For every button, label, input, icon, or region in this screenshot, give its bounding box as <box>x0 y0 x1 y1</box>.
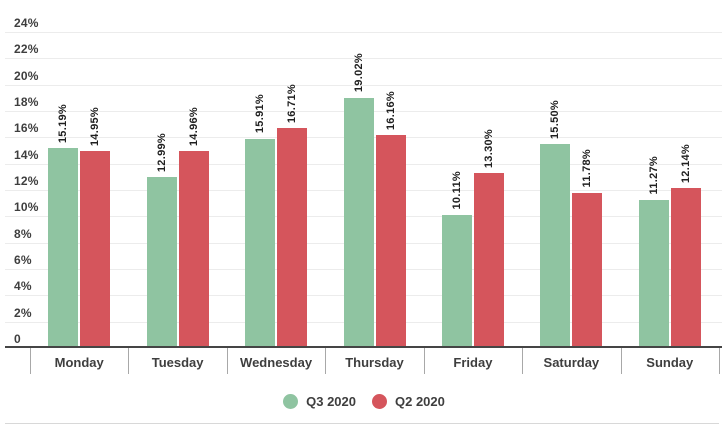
legend-item-q2-2020[interactable]: Q2 2020 <box>372 393 445 409</box>
x-axis-label-tuesday: Tuesday <box>151 355 204 370</box>
bar-q2-2020-wednesday[interactable] <box>277 127 308 348</box>
legend: Q3 2020 Q2 2020 <box>0 392 728 410</box>
bar-q3-2020-saturday[interactable] <box>540 143 571 348</box>
x-axis-tick <box>620 348 622 374</box>
x-axis-label-monday: Monday <box>54 355 104 370</box>
bar-value-label-q3-2020-saturday: 15.50% <box>549 99 562 139</box>
bar-value-label-q2-2020-wednesday: 16.71% <box>286 83 299 123</box>
bar-q2-2020-sunday[interactable] <box>670 188 701 348</box>
x-axis-tick <box>128 348 130 374</box>
y-axis-label-8: 8% <box>14 226 32 241</box>
x-axis-tick <box>226 348 228 374</box>
bar-q2-2020-saturday[interactable] <box>572 192 603 348</box>
x-axis-line <box>5 346 722 348</box>
y-axis-label-20: 20% <box>14 68 39 83</box>
legend-item-q3-2020[interactable]: Q3 2020 <box>283 393 356 409</box>
legend-label: Q2 2020 <box>395 393 445 409</box>
y-axis-label-10: 10% <box>14 200 39 215</box>
bar-q3-2020-monday[interactable] <box>48 147 79 348</box>
bar-q3-2020-sunday[interactable] <box>638 199 669 348</box>
x-axis-tick <box>522 348 524 374</box>
y-axis-label-16: 16% <box>14 121 39 136</box>
y-axis-label-18: 18% <box>14 94 39 109</box>
bar-value-label-q2-2020-saturday: 11.78% <box>581 149 594 188</box>
x-axis-tick <box>719 348 720 374</box>
y-axis-label-4: 4% <box>14 279 32 294</box>
gridline-22pct <box>5 58 722 60</box>
bottom-divider <box>5 423 719 424</box>
bar-value-label-q3-2020-friday: 10.11% <box>450 171 463 210</box>
legend-marker-circle-q3 <box>283 393 299 409</box>
bar-q2-2020-tuesday[interactable] <box>178 151 209 348</box>
bar-q2-2020-friday[interactable] <box>473 172 504 348</box>
bar-value-label-q2-2020-monday: 14.95% <box>89 107 102 147</box>
gridline-20pct <box>5 84 722 86</box>
y-axis-label-22: 22% <box>14 42 39 57</box>
gridline-24pct <box>5 31 722 33</box>
bar-value-label-q3-2020-tuesday: 12.99% <box>155 132 168 172</box>
bar-q3-2020-tuesday[interactable] <box>146 176 177 348</box>
bar-value-label-q3-2020-wednesday: 15.91% <box>254 94 267 134</box>
x-axis-label-wednesday: Wednesday <box>240 355 313 370</box>
bar-q2-2020-monday[interactable] <box>80 151 111 348</box>
y-axis-label-2: 2% <box>14 305 32 320</box>
bar-value-label-q3-2020-sunday: 11.27% <box>647 156 660 195</box>
bar-q2-2020-thursday[interactable] <box>375 135 406 348</box>
y-axis-label-24: 24% <box>14 15 39 30</box>
y-axis-label-0: 0 <box>14 332 21 346</box>
legend-marker-circle-q2 <box>372 393 387 409</box>
bar-value-label-q2-2020-friday: 13.30% <box>482 128 495 168</box>
y-axis-label-6: 6% <box>14 252 32 267</box>
bar-value-label-q3-2020-monday: 15.19% <box>57 103 70 143</box>
x-axis-label-thursday: Thursday <box>345 355 404 370</box>
legend-label: Q3 2020 <box>306 393 356 409</box>
bar-value-label-q2-2020-thursday: 16.16% <box>384 91 397 131</box>
bar-q3-2020-friday[interactable] <box>441 214 472 348</box>
bar-value-label-q3-2020-thursday: 19.02% <box>352 53 365 93</box>
x-axis-tick <box>423 348 425 374</box>
bar-q3-2020-thursday[interactable] <box>343 97 374 348</box>
y-axis-label-14: 14% <box>14 147 39 162</box>
bar-q3-2020-wednesday[interactable] <box>245 138 276 348</box>
x-axis-label-friday: Friday <box>453 355 493 370</box>
bar-value-label-q2-2020-tuesday: 14.96% <box>187 106 200 147</box>
x-axis-label-saturday: Saturday <box>543 355 600 370</box>
bar-value-label-q2-2020-sunday: 12.14% <box>679 144 692 184</box>
x-axis-tick <box>30 348 31 374</box>
x-axis-label-sunday: Sunday <box>646 355 694 370</box>
x-axis-tick <box>325 348 327 374</box>
y-axis-label-12: 12% <box>14 173 39 188</box>
